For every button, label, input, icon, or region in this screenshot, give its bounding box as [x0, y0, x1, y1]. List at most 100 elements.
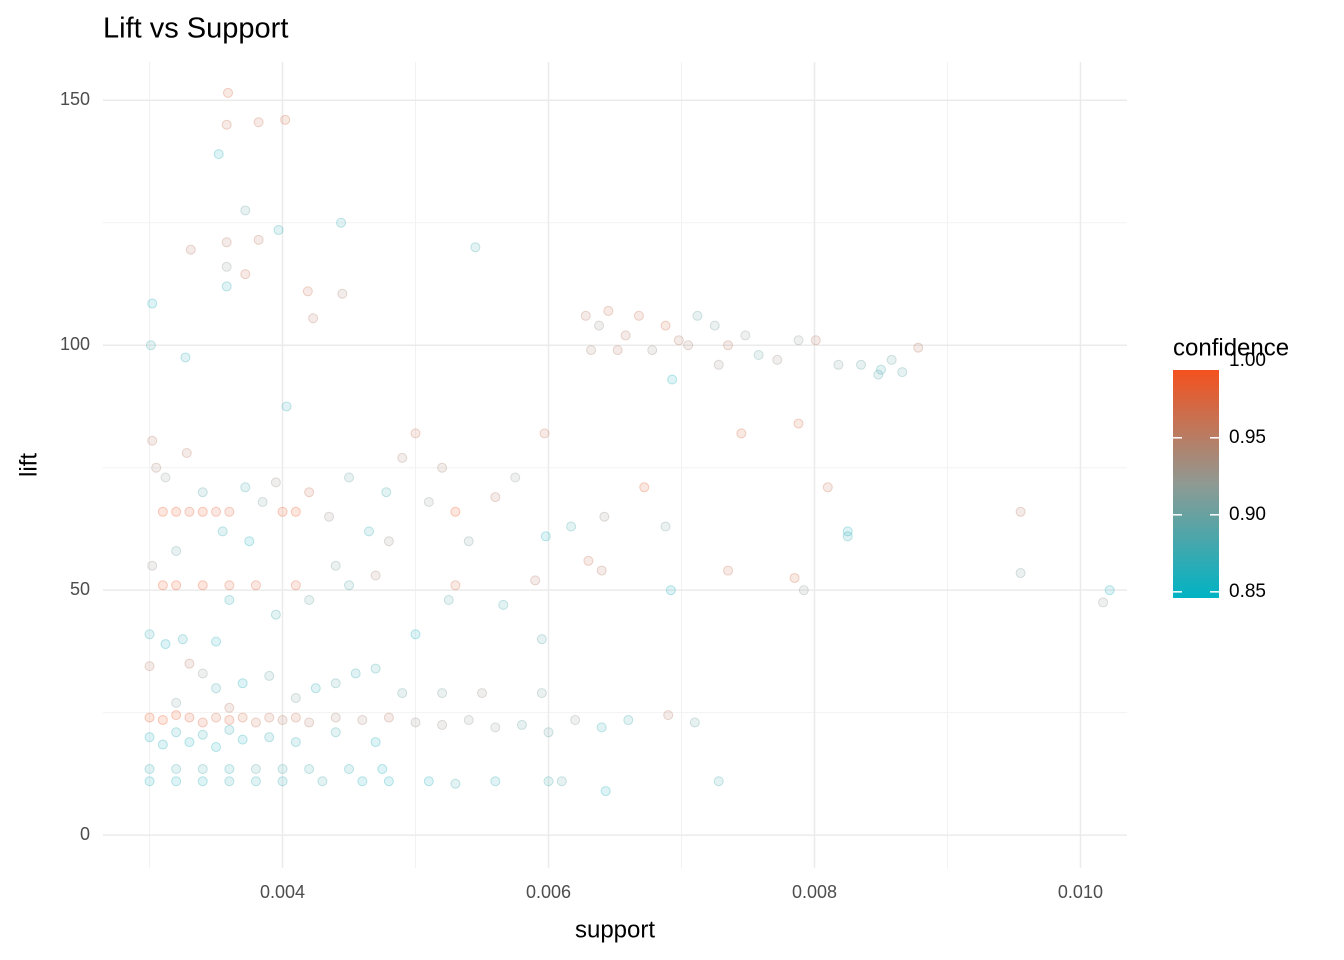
point [683, 340, 694, 351]
point [264, 732, 275, 743]
y-axis-label: lift [15, 453, 42, 477]
point [437, 462, 448, 473]
point [264, 712, 275, 723]
point [217, 526, 228, 537]
point [184, 712, 195, 723]
point [723, 340, 734, 351]
point [665, 585, 676, 596]
point [147, 298, 158, 309]
point [184, 506, 195, 517]
point [144, 629, 155, 640]
point [842, 531, 853, 542]
point [290, 692, 301, 703]
point [540, 531, 551, 542]
point [660, 320, 671, 331]
point [304, 594, 315, 605]
chart-title: Lift vs Support [103, 13, 288, 45]
point [277, 506, 288, 517]
point [873, 369, 884, 380]
point [370, 737, 381, 748]
point [197, 776, 208, 787]
point [897, 367, 908, 378]
point [302, 286, 313, 297]
point [1015, 506, 1026, 517]
point [477, 688, 488, 699]
point [224, 506, 235, 517]
point [490, 776, 501, 787]
point [410, 629, 421, 640]
point [253, 234, 264, 245]
point [240, 269, 251, 280]
point [224, 724, 235, 735]
point [310, 683, 321, 694]
point [171, 506, 182, 517]
point [713, 776, 724, 787]
point [410, 717, 421, 728]
point [177, 634, 188, 645]
point [157, 580, 168, 591]
point [350, 668, 361, 679]
point [184, 737, 195, 748]
x-tick-label: 0.006 [526, 882, 571, 902]
point [147, 435, 158, 446]
point [599, 511, 610, 522]
point [423, 776, 434, 787]
point [437, 719, 448, 730]
point [740, 330, 751, 341]
point [337, 288, 348, 299]
point [397, 452, 408, 463]
colorbar-label: 1.00 [1229, 350, 1266, 371]
point [171, 776, 182, 787]
point [663, 710, 674, 721]
point [583, 555, 594, 566]
point [221, 119, 232, 130]
point [197, 729, 208, 740]
point [290, 737, 301, 748]
point [689, 717, 700, 728]
point [490, 492, 501, 503]
point [211, 506, 222, 517]
point [383, 536, 394, 547]
x-tick-label: 0.010 [1058, 882, 1103, 902]
point [673, 335, 684, 346]
point [308, 313, 319, 324]
point [875, 364, 886, 375]
point [450, 580, 461, 591]
point [713, 359, 724, 370]
point [450, 506, 461, 517]
point [171, 697, 182, 708]
point [692, 310, 703, 321]
point [383, 776, 394, 787]
point [623, 715, 634, 726]
point [566, 521, 577, 532]
point [463, 715, 474, 726]
point [221, 261, 232, 272]
point [250, 717, 261, 728]
point [822, 482, 833, 493]
point [224, 702, 235, 713]
point [723, 565, 734, 576]
point [639, 482, 650, 493]
point [290, 506, 301, 517]
point [1104, 585, 1115, 596]
y-tick-label: 150 [60, 89, 90, 109]
point [357, 776, 368, 787]
point [290, 712, 301, 723]
point [913, 342, 924, 353]
point [600, 786, 611, 797]
point [397, 688, 408, 699]
point [211, 741, 222, 752]
point [197, 668, 208, 679]
point [1098, 597, 1109, 608]
point [223, 87, 234, 98]
point [304, 764, 315, 775]
point [270, 609, 281, 620]
point [330, 727, 341, 738]
point [381, 487, 392, 498]
point [144, 776, 155, 787]
point [357, 715, 368, 726]
point [145, 340, 156, 351]
point [336, 217, 347, 228]
point [842, 526, 853, 537]
